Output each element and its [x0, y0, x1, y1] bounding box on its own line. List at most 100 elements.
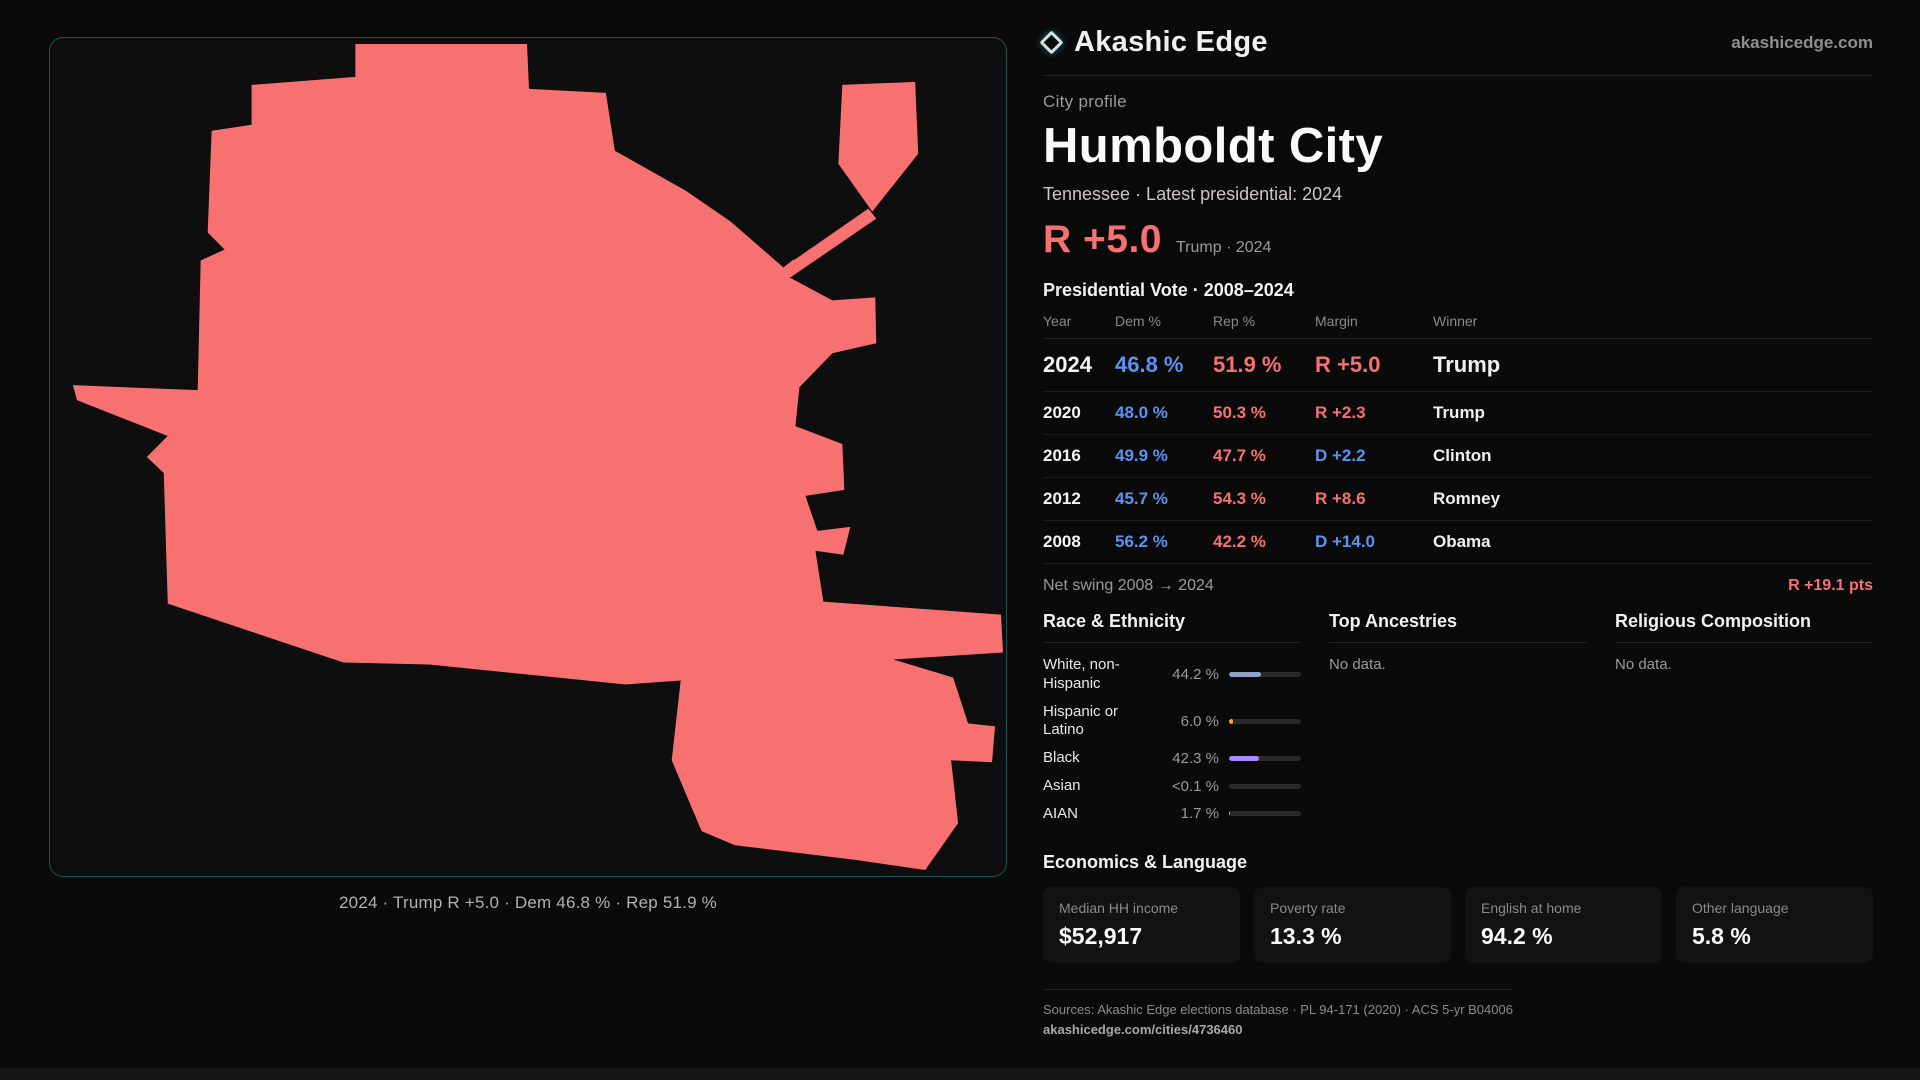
- race-row: AIAN 1.7 %: [1043, 805, 1301, 824]
- stat-value: 94.2 %: [1481, 923, 1553, 950]
- ancestries-title: Top Ancestries: [1329, 611, 1587, 643]
- ancestries-empty: No data.: [1329, 656, 1386, 673]
- race-bar: [1229, 718, 1301, 724]
- race-bar: [1229, 783, 1301, 789]
- vote-table-header: Year Dem % Rep % Margin Winner: [1043, 313, 1873, 339]
- race-ethnicity-title: Race & Ethnicity: [1043, 611, 1301, 643]
- rep-value: 47.7 %: [1213, 446, 1266, 465]
- rep-value: 50.3 %: [1213, 403, 1266, 422]
- race-label: Black: [1043, 749, 1080, 766]
- margin-value: R +2.3: [1315, 403, 1366, 422]
- city-shape-connector: [783, 208, 877, 278]
- stat-label: Median HH income: [1059, 900, 1179, 917]
- city-map-panel: [49, 37, 1007, 877]
- page-title: Humboldt City: [1043, 119, 1383, 173]
- sources-text: Sources: Akashic Edge elections database…: [1043, 1002, 1513, 1018]
- winner-value: Trump: [1433, 403, 1485, 422]
- race-ethnicity-column: Race & Ethnicity White, non-Hispanic 44.…: [1043, 611, 1301, 832]
- stat-value: $52,917: [1059, 923, 1143, 950]
- winner-value: Trump: [1433, 352, 1501, 377]
- rep-value: 42.2 %: [1213, 532, 1266, 551]
- margin-value: R +5.0: [1315, 352, 1381, 377]
- race-value: 1.7 %: [1180, 805, 1219, 823]
- religion-title: Religious Composition: [1615, 611, 1873, 643]
- margin-value: D +2.2: [1315, 446, 1366, 465]
- col-rep: Rep %: [1213, 313, 1256, 329]
- race-label: Hispanic or Latino: [1043, 702, 1119, 739]
- vote-row-2020: 2020 48.0 % 50.3 % R +2.3 Trump: [1043, 392, 1873, 435]
- vote-table: Year Dem % Rep % Margin Winner 2024 46.8…: [1043, 313, 1873, 564]
- rep-value: 51.9 %: [1213, 352, 1282, 377]
- col-winner: Winner: [1433, 313, 1478, 329]
- site-domain-link[interactable]: akashicedge.com: [1731, 32, 1873, 52]
- site-header: Akashic Edge akashicedge.com: [1039, 26, 1873, 76]
- winner-value: Clinton: [1433, 446, 1492, 465]
- race-label: AIAN: [1043, 804, 1079, 822]
- winner-value: Romney: [1433, 489, 1501, 508]
- race-row: Hispanic or Latino 6.0 %: [1043, 703, 1301, 741]
- dem-value: 45.7 %: [1115, 489, 1168, 508]
- year-value: 2008: [1043, 532, 1081, 551]
- stat-other-language: Other language 5.8 %: [1676, 887, 1873, 964]
- dem-value: 48.0 %: [1115, 403, 1168, 422]
- city-shape: [72, 43, 1004, 871]
- race-row: Asian <0.1 %: [1043, 777, 1301, 796]
- footer: Sources: Akashic Edge elections database…: [1043, 989, 1513, 1037]
- year-value: 2020: [1043, 403, 1081, 422]
- race-bar: [1229, 811, 1301, 817]
- vote-row-2012: 2012 45.7 % 54.3 % R +8.6 Romney: [1043, 478, 1873, 521]
- col-dem: Dem %: [1115, 313, 1161, 329]
- year-value: 2016: [1043, 446, 1081, 465]
- race-row: White, non-Hispanic 44.2 %: [1043, 656, 1301, 694]
- stat-poverty-rate: Poverty rate 13.3 %: [1254, 887, 1451, 964]
- stat-value: 5.8 %: [1692, 923, 1751, 950]
- net-swing-row: Net swing 2008 → 2024 R +19.1 pts: [1043, 564, 1873, 595]
- dem-value: 49.9 %: [1115, 446, 1168, 465]
- headline-margin: R +5.0: [1043, 218, 1162, 261]
- stat-english-at-home: English at home 94.2 %: [1465, 887, 1662, 964]
- rep-value: 54.3 %: [1213, 489, 1266, 508]
- vote-row-2024: 2024 46.8 % 51.9 % R +5.0 Trump: [1043, 339, 1873, 392]
- stat-value: 13.3 %: [1270, 923, 1342, 950]
- page-subtitle: Tennessee · Latest presidential: 2024: [1043, 184, 1343, 204]
- diamond-icon: [1039, 30, 1064, 55]
- demographics-section: Race & Ethnicity White, non-Hispanic 44.…: [1043, 611, 1873, 832]
- winner-value: Obama: [1433, 532, 1491, 551]
- net-swing-value: R +19.1 pts: [1788, 577, 1873, 594]
- race-value: 6.0 %: [1180, 712, 1219, 730]
- race-value: <0.1 %: [1171, 777, 1219, 795]
- religion-empty: No data.: [1615, 656, 1672, 673]
- year-value: 2012: [1043, 489, 1081, 508]
- race-row: Black 42.3 %: [1043, 749, 1301, 768]
- dem-value: 46.8 %: [1115, 352, 1184, 377]
- dem-value: 56.2 %: [1115, 532, 1168, 551]
- economics-stats: Median HH income $52,917 Poverty rate 13…: [1043, 887, 1873, 964]
- city-map: [72, 43, 1004, 871]
- brand-logo[interactable]: Akashic Edge: [1039, 26, 1268, 59]
- headline-note: Trump · 2024: [1176, 239, 1272, 256]
- vote-row-2016: 2016 49.9 % 47.7 % D +2.2 Clinton: [1043, 435, 1873, 478]
- vote-row-2008: 2008 56.2 % 42.2 % D +14.0 Obama: [1043, 521, 1873, 564]
- stat-label: Poverty rate: [1270, 900, 1346, 917]
- city-profile-panel: Akashic Edge akashicedge.com City profil…: [1039, 26, 1873, 1037]
- map-caption: 2024 · Trump R +5.0 · Dem 46.8 % · Rep 5…: [339, 893, 717, 912]
- permalink[interactable]: akashicedge.com/cities/4736460: [1043, 1022, 1243, 1038]
- vote-table-title: Presidential Vote · 2008–2024: [1043, 280, 1294, 300]
- religion-column: Religious Composition No data.: [1615, 611, 1873, 832]
- economics-title: Economics & Language: [1043, 852, 1248, 873]
- race-label: White, non-Hispanic: [1043, 656, 1120, 692]
- race-value: 44.2 %: [1172, 666, 1219, 684]
- net-swing-label: Net swing 2008 → 2024: [1043, 577, 1214, 594]
- col-margin: Margin: [1315, 313, 1358, 329]
- stat-median-income: Median HH income $52,917: [1043, 887, 1240, 964]
- page-kicker: City profile: [1043, 92, 1127, 111]
- race-label: Asian: [1043, 776, 1081, 794]
- col-year: Year: [1043, 313, 1072, 329]
- race-value: 42.3 %: [1172, 749, 1219, 767]
- margin-value: D +14.0: [1315, 532, 1376, 551]
- stat-label: Other language: [1692, 900, 1789, 917]
- race-bar: [1229, 672, 1301, 678]
- race-bar: [1229, 755, 1301, 761]
- year-value: 2024: [1043, 352, 1092, 377]
- margin-value: R +8.6: [1315, 489, 1366, 508]
